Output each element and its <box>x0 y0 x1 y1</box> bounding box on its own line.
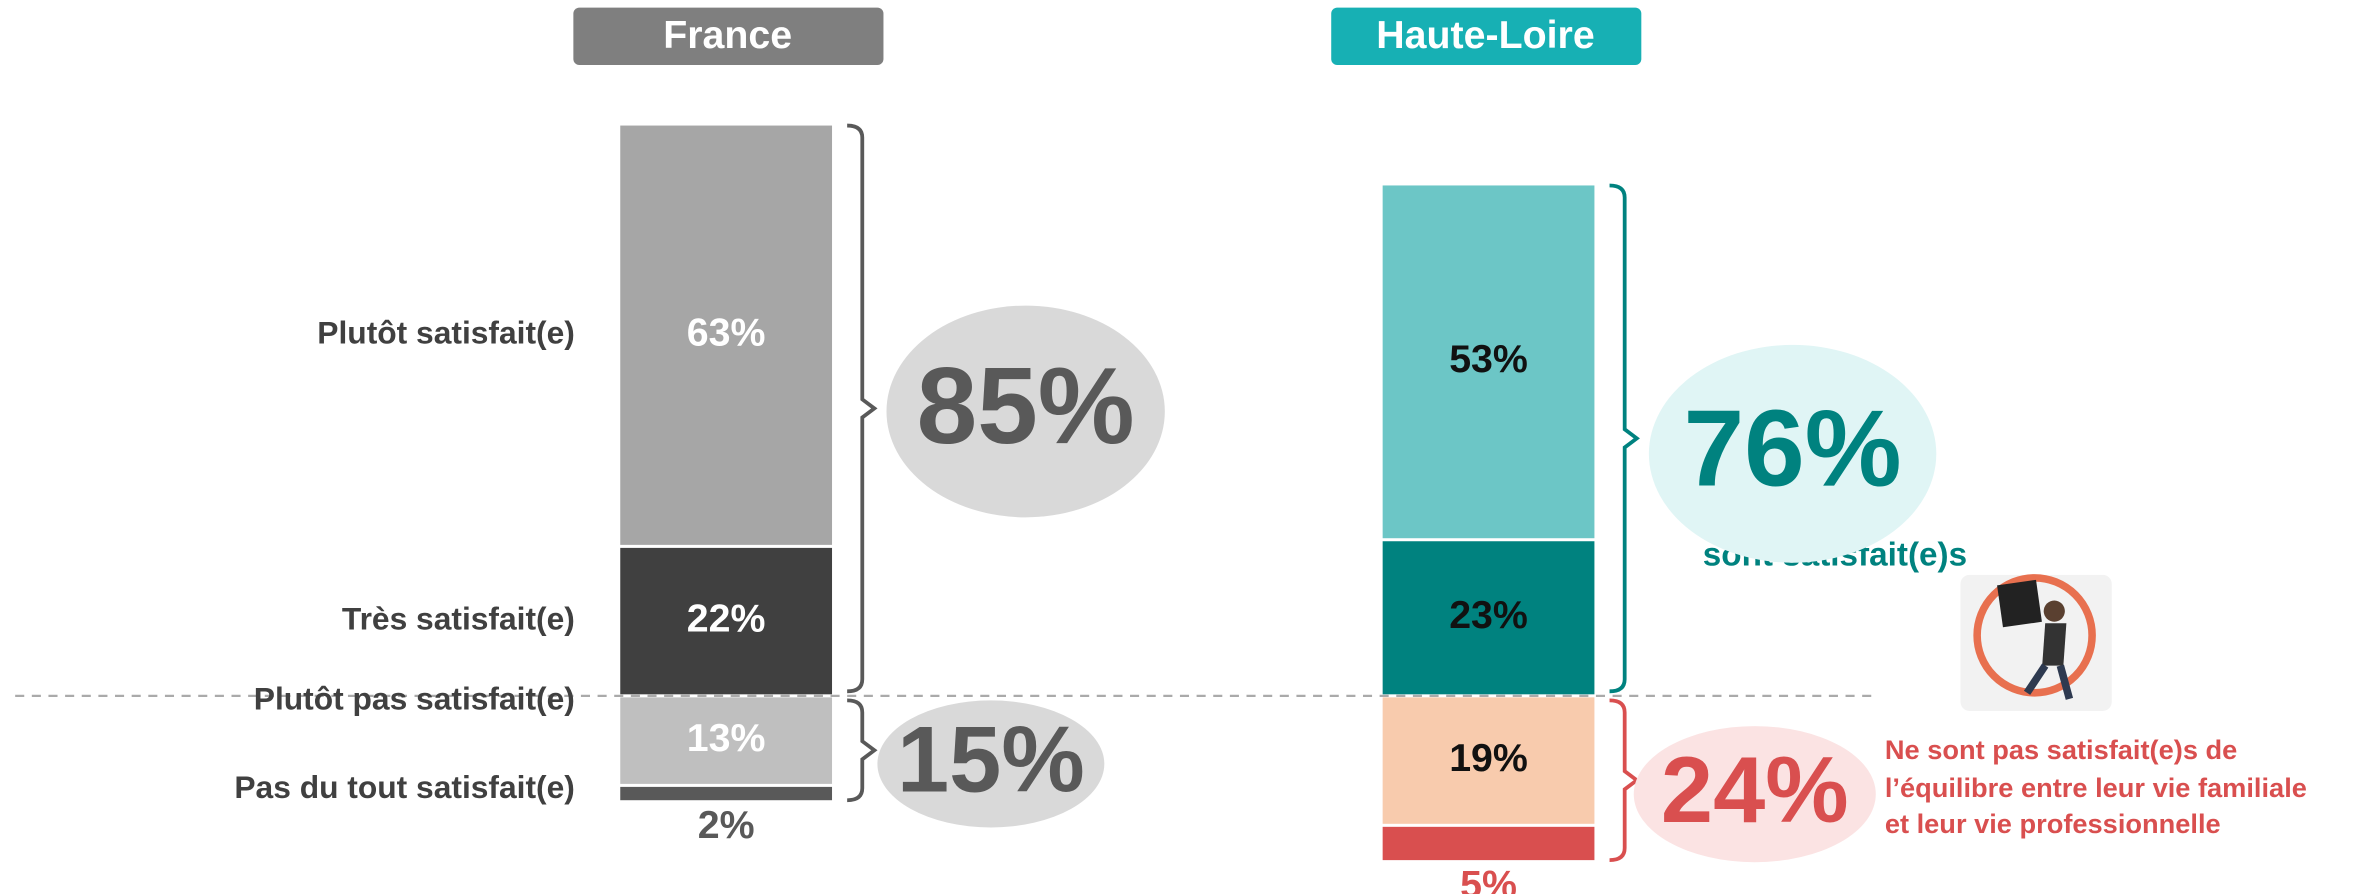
value-label: 13% <box>687 716 766 760</box>
bracket <box>1609 183 1640 694</box>
series-name: France <box>663 13 792 57</box>
value-label: 5% <box>1460 863 1517 894</box>
bar-segment <box>1382 185 1595 539</box>
bar-segment <box>1382 826 1595 861</box>
unsatisfied-note: Ne sont pas satisfait(e)s de <box>1885 734 2237 765</box>
bar-segment <box>620 697 833 784</box>
value-label: 2% <box>698 803 755 847</box>
bracket <box>847 123 878 694</box>
bracket <box>847 698 878 803</box>
total-bubble <box>1648 344 1937 563</box>
value-label: 63% <box>687 311 766 355</box>
category-label: Très satisfait(e) <box>342 601 575 637</box>
illustration <box>1960 574 2112 711</box>
value-label: 22% <box>687 597 766 641</box>
value-label: 23% <box>1449 593 1528 637</box>
category-label: Pas du tout satisfait(e) <box>234 769 574 805</box>
series-header <box>1331 7 1642 66</box>
total-label: 24% <box>1661 737 1849 842</box>
value-label: 19% <box>1449 736 1528 780</box>
value-label: 53% <box>1449 337 1528 381</box>
total-bubble <box>1633 726 1876 863</box>
unsatisfied-note: l’équilibre entre leur vie familiale <box>1885 772 2307 803</box>
total-bubble <box>877 700 1105 828</box>
category-label: Plutôt satisfait(e) <box>317 315 575 351</box>
total-bubble <box>886 305 1165 518</box>
total-label: 85% <box>917 345 1135 467</box>
bar-segment <box>620 547 833 695</box>
bar-segment <box>1382 697 1595 824</box>
series-header <box>573 7 884 66</box>
total-label: 15% <box>897 707 1085 812</box>
bracket <box>1609 698 1640 863</box>
category-label: Plutôt pas satisfait(e) <box>254 681 575 717</box>
unsatisfied-note: et leur vie professionnelle <box>1885 808 2221 839</box>
series-name: Haute-Loire <box>1376 13 1594 57</box>
bar-segment <box>620 125 833 545</box>
bar-segment <box>1382 541 1595 695</box>
total-label: 76% <box>1684 388 1902 510</box>
bar-segment <box>620 786 833 801</box>
